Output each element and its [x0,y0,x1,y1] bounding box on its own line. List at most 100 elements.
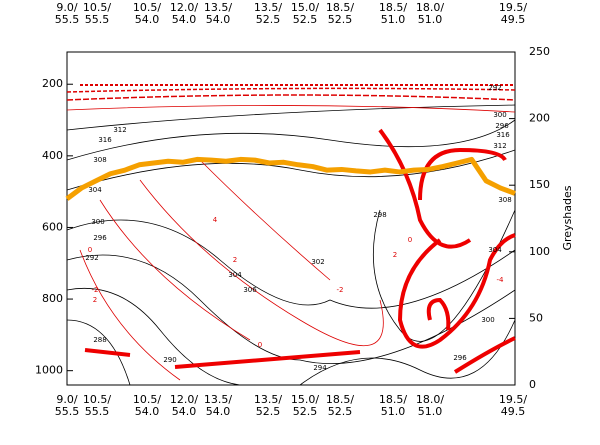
x-tick-label-bottom: 13.5/ [204,393,232,406]
contour-label: 304 [488,246,502,254]
x-tick-label-top: 54.0 [206,13,231,26]
y2-tick-label: 250 [529,45,550,58]
contour-label: 296 [453,354,467,362]
contour-label: 300 [481,316,494,324]
contour-label: 0 [408,236,412,244]
contour-line [66,94,516,101]
contour-label: -2 [337,286,344,294]
contour-line [139,179,384,346]
contour-label: 302 [311,258,324,266]
x-tick-label-bottom: 49.5 [501,405,526,418]
x-tick-label-top: 18.0/ [416,1,444,14]
x-tick-label-bottom: 10.5/ [133,393,161,406]
x-tick-label-bottom: 52.5 [256,405,281,418]
x-tick-label-bottom: 18.0/ [416,393,444,406]
x-tick-label-top: 13.5/ [204,1,232,14]
x-tick-label-bottom: 12.0/ [170,393,198,406]
x-tick-label-top: 54.0 [172,13,197,26]
contour-label: 296 [93,234,107,242]
x-tick-label-top: 12.0/ [170,1,198,14]
contour-label: 312 [493,142,506,150]
contour-line [66,149,516,191]
contour-label: 316 [496,131,510,139]
x-tick-label-bottom: 9.0/ [56,393,77,406]
thick-contour [453,336,516,374]
x-tick-label-bottom: 19.5/ [499,393,527,406]
contour-label: 2 [93,296,97,304]
contour-label: 308 [93,156,106,164]
x-tick-label-top: 15.0/ [291,1,319,14]
contour-label: 304 [88,186,102,194]
x-tick-label-bottom: 10.5/ [83,393,111,406]
contour-label: 306 [243,286,257,294]
contour-line [199,159,331,281]
y2-tick-label: 0 [529,378,536,391]
x-tick-label-bottom: 54.0 [172,405,197,418]
y2-axis-label: Greyshades [561,185,574,250]
x-tick-label-bottom: 51.0 [381,405,406,418]
isentrope-line [65,156,516,201]
contour-label: 292 [488,84,501,92]
contour-label: 308 [498,196,511,204]
x-tick-label-top: 19.5/ [499,1,527,14]
x-tick-label-bottom: 54.0 [206,405,231,418]
contour-line [66,104,516,131]
contour-label: 296 [495,122,509,130]
contour-line [66,87,516,93]
x-tick-label-top: 52.5 [256,13,281,26]
contour-label: 2 [393,251,397,259]
contour-line [66,119,516,161]
contour-line [299,319,516,386]
contour-label: 0 [88,246,92,254]
thick-contour [84,348,131,357]
y-tick-label: 600 [42,220,63,233]
y2-tick-label: 150 [529,178,550,191]
y2-tick-label: 50 [529,311,543,324]
x-tick-label-bottom: 55.5 [85,405,110,418]
contour-label: 300 [91,218,104,226]
x-tick-label-bottom: 18.5/ [326,393,354,406]
contour-line [79,249,181,381]
y-tick-label: 400 [42,149,63,162]
contours [66,84,516,386]
thick-contour [174,350,361,369]
contour-line [66,105,516,113]
thick-contour [378,128,472,249]
contour-label: 316 [98,136,112,144]
x-tick-label-bottom: 13.5/ [254,393,282,406]
thick-contour [418,147,507,201]
contour-label: 298 [373,211,386,219]
x-tick-label-bottom: 18.5/ [379,393,407,406]
x-tick-label-top: 49.5 [501,13,526,26]
contour-label: -2 [92,286,99,294]
contour-label: 0 [258,341,262,349]
x-tick-label-top: 18.5/ [379,1,407,14]
contour-line [66,254,516,365]
y-tick-label: 800 [42,292,63,305]
plot-frame [66,51,516,386]
contour-line [99,199,251,341]
x-tick-label-top: 10.5/ [133,1,161,14]
y2-tick-label: 200 [529,112,550,125]
x-tick-label-bottom: 15.0/ [291,393,319,406]
contour-label: -4 [497,276,505,284]
x-tick-label-top: 13.5/ [254,1,282,14]
x-tick-label-top: 10.5/ [83,1,111,14]
contour-line [66,219,516,309]
contour-label: 288 [93,336,106,344]
thick-contour [397,233,516,349]
x-tick-label-top: 51.0 [381,13,406,26]
x-tick-label-top: 18.5/ [326,1,354,14]
x-tick-label-bottom: 54.0 [135,405,160,418]
contour-label: 2 [233,256,237,264]
x-tick-label-bottom: 55.5 [55,405,80,418]
x-tick-label-bottom: 52.5 [293,405,318,418]
x-tick-label-top: 55.5 [85,13,110,26]
contour-line [66,319,131,386]
contour-label: 292 [85,254,98,262]
contour-label: 294 [313,364,327,372]
contour-label: 4 [213,216,218,224]
contour-label: 312 [113,126,126,134]
x-tick-label-top: 52.5 [293,13,318,26]
